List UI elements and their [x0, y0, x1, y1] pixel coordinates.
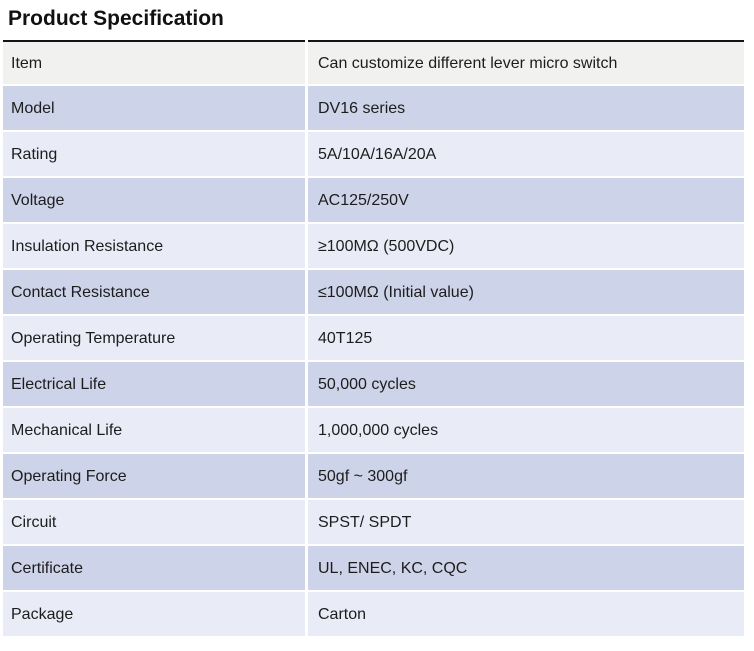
spec-value-cell: Carton [308, 592, 744, 636]
spec-label-cell: Model [3, 86, 305, 130]
spec-label-cell: Electrical Life [3, 362, 305, 406]
table-row: Mechanical Life 1,000,000 cycles [3, 408, 744, 452]
spec-value-cell: AC125/250V [308, 178, 744, 222]
spec-label-cell: Item [3, 40, 305, 84]
spec-value-cell: SPST/ SPDT [308, 500, 744, 544]
table-row: Circuit SPST/ SPDT [3, 500, 744, 544]
table-row: Package Carton [3, 592, 744, 636]
spec-label-cell: Insulation Resistance [3, 224, 305, 268]
table-row: Electrical Life 50,000 cycles [3, 362, 744, 406]
spec-value-cell: 5A/10A/16A/20A [308, 132, 744, 176]
table-row: Item Can customize different lever micro… [3, 40, 744, 84]
table-row: Voltage AC125/250V [3, 178, 744, 222]
spec-value-cell: 50gf ~ 300gf [308, 454, 744, 498]
spec-table: Item Can customize different lever micro… [3, 40, 744, 636]
page-title: Product Specification [8, 7, 224, 30]
spec-label-cell: Contact Resistance [3, 270, 305, 314]
table-row: Insulation Resistance ≥100MΩ (500VDC) [3, 224, 744, 268]
spec-value-cell: 1,000,000 cycles [308, 408, 744, 452]
spec-value-cell: ≤100MΩ (Initial value) [308, 270, 744, 314]
spec-value-cell: Can customize different lever micro swit… [308, 40, 744, 84]
spec-label-cell: Circuit [3, 500, 305, 544]
table-row: Rating 5A/10A/16A/20A [3, 132, 744, 176]
spec-value-cell: UL, ENEC, KC, CQC [308, 546, 744, 590]
table-row: Model DV16 series [3, 86, 744, 130]
spec-value-cell: 40T125 [308, 316, 744, 360]
spec-value-cell: ≥100MΩ (500VDC) [308, 224, 744, 268]
table-row: Operating Force 50gf ~ 300gf [3, 454, 744, 498]
spec-label-cell: Mechanical Life [3, 408, 305, 452]
spec-label-cell: Certificate [3, 546, 305, 590]
spec-label-cell: Rating [3, 132, 305, 176]
spec-label-cell: Voltage [3, 178, 305, 222]
spec-value-cell: 50,000 cycles [308, 362, 744, 406]
table-row: Operating Temperature 40T125 [3, 316, 744, 360]
spec-label-cell: Operating Force [3, 454, 305, 498]
spec-value-cell: DV16 series [308, 86, 744, 130]
table-row: Contact Resistance ≤100MΩ (Initial value… [3, 270, 744, 314]
spec-label-cell: Operating Temperature [3, 316, 305, 360]
table-row: Certificate UL, ENEC, KC, CQC [3, 546, 744, 590]
spec-label-cell: Package [3, 592, 305, 636]
